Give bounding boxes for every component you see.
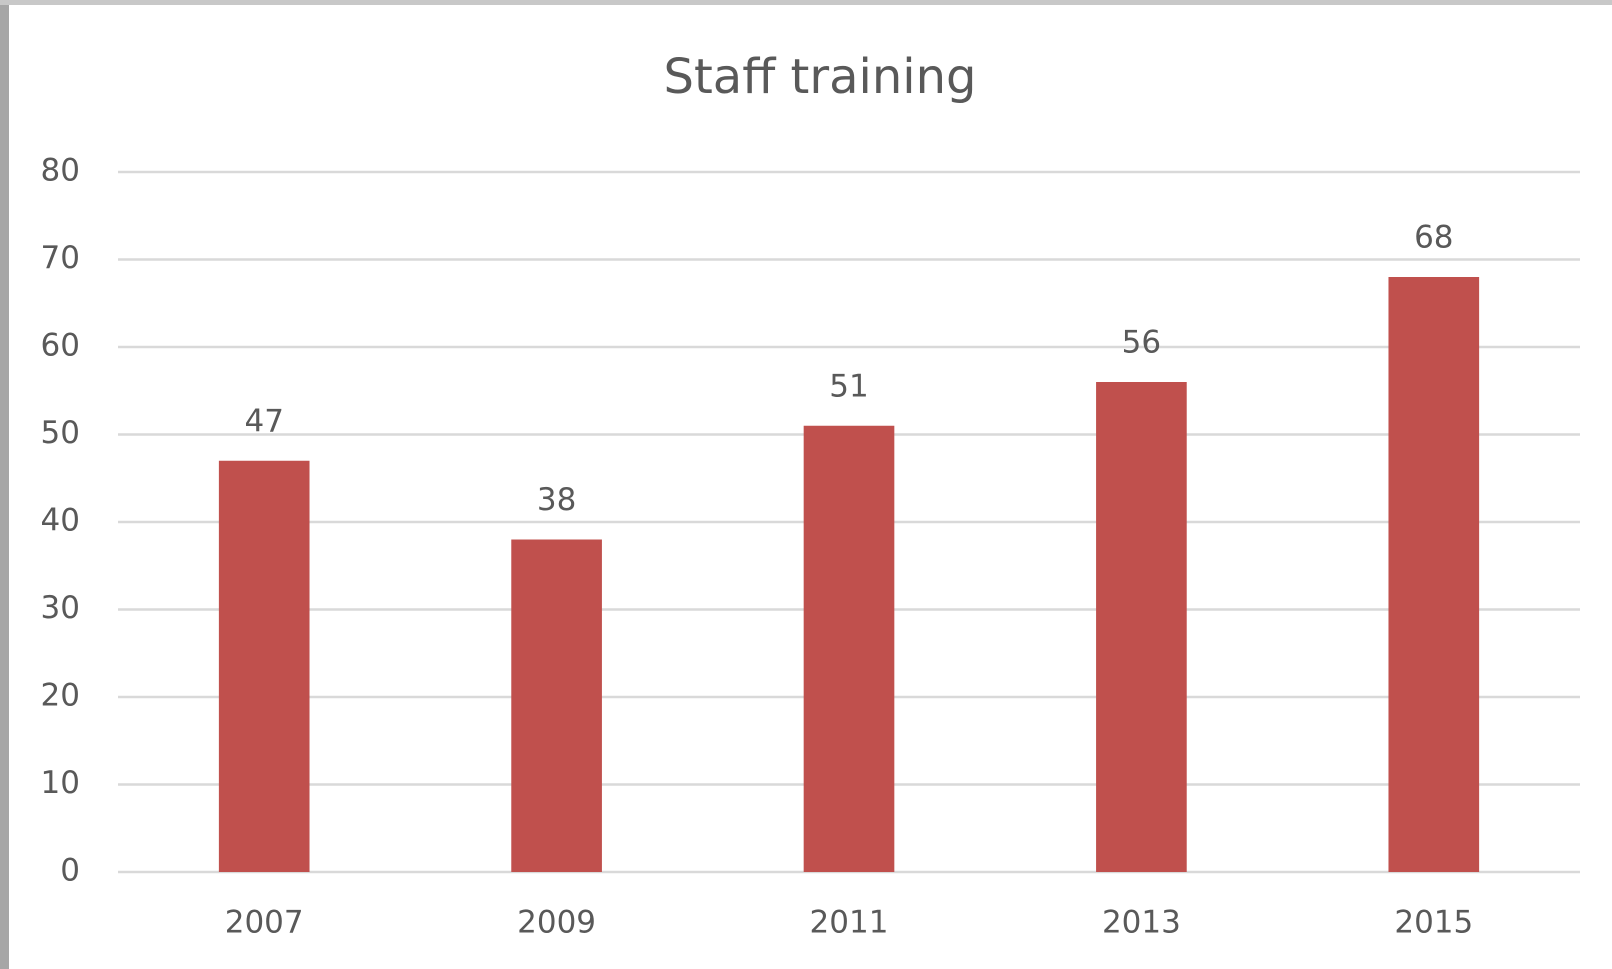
y-tick-label: 50 xyxy=(41,415,80,451)
data-label: 56 xyxy=(1122,325,1161,361)
data-label: 51 xyxy=(829,368,868,404)
y-tick-label: 60 xyxy=(41,328,80,364)
data-label: 68 xyxy=(1414,220,1453,256)
y-tick-label: 20 xyxy=(41,678,80,714)
bar xyxy=(803,425,895,872)
x-tick-label: 2007 xyxy=(225,905,304,941)
bar xyxy=(1388,277,1480,872)
y-tick-label: 10 xyxy=(41,765,80,801)
y-tick-label: 70 xyxy=(41,240,80,276)
data-label: 38 xyxy=(537,482,576,518)
y-tick-label: 30 xyxy=(41,590,80,626)
left-border xyxy=(0,0,9,969)
top-border xyxy=(0,0,1612,5)
x-tick-label: 2015 xyxy=(1394,905,1473,941)
bar xyxy=(1096,382,1187,872)
x-tick-label: 2011 xyxy=(810,905,889,941)
y-tick-label: 40 xyxy=(41,503,80,539)
y-tick-label: 0 xyxy=(60,853,80,889)
x-tick-label: 2013 xyxy=(1102,905,1181,941)
y-tick-label: 80 xyxy=(41,153,80,189)
bar xyxy=(218,460,310,872)
data-label: 47 xyxy=(244,403,283,439)
chart-title: Staff training xyxy=(664,49,977,105)
bar xyxy=(511,539,602,872)
x-tick-label: 2009 xyxy=(517,905,596,941)
